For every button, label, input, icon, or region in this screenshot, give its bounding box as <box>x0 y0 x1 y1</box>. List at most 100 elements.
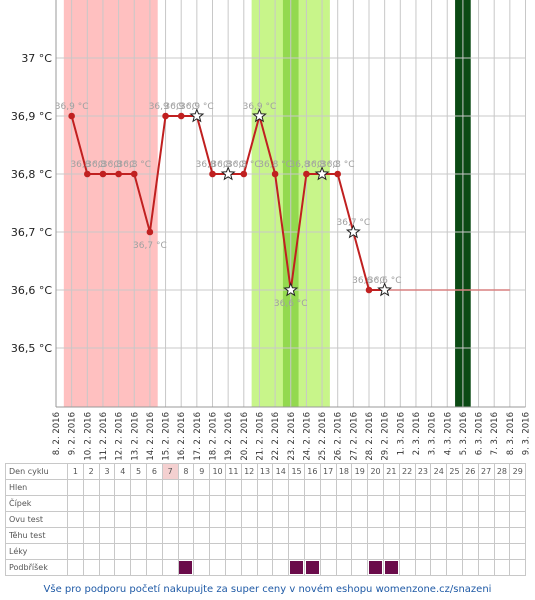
table-cell[interactable] <box>67 527 84 544</box>
table-cell[interactable] <box>130 511 147 528</box>
table-cell[interactable] <box>114 527 132 544</box>
table-cell[interactable] <box>461 479 479 496</box>
table-cell[interactable] <box>382 479 400 496</box>
table-cell[interactable] <box>335 527 353 544</box>
table-cell[interactable] <box>382 495 400 512</box>
table-cell[interactable] <box>382 511 400 528</box>
table-cell[interactable] <box>446 559 463 576</box>
table-cell[interactable] <box>398 559 416 576</box>
table-cell[interactable] <box>493 559 511 576</box>
table-cell[interactable] <box>319 527 337 544</box>
table-cell[interactable] <box>145 543 163 560</box>
table-cell[interactable] <box>177 495 195 512</box>
table-cell[interactable] <box>209 479 226 496</box>
table-cell[interactable] <box>335 543 353 560</box>
table-cell[interactable] <box>161 527 179 544</box>
table-cell[interactable] <box>145 495 163 512</box>
table-cell[interactable] <box>398 495 416 512</box>
table-cell[interactable] <box>209 527 226 544</box>
table-cell[interactable] <box>430 479 448 496</box>
table-cell[interactable] <box>240 543 258 560</box>
table-cell[interactable] <box>114 543 132 560</box>
table-cell[interactable] <box>288 511 305 528</box>
table-cell[interactable] <box>177 543 195 560</box>
table-cell[interactable] <box>509 479 527 496</box>
table-cell[interactable] <box>351 543 369 560</box>
footer-link[interactable]: Vše pro podporu početí nakupujte za supe… <box>43 584 492 595</box>
table-cell[interactable] <box>209 559 226 576</box>
table-cell[interactable] <box>272 559 290 576</box>
table-cell[interactable] <box>414 495 432 512</box>
table-cell[interactable] <box>430 559 448 576</box>
table-cell[interactable] <box>256 511 274 528</box>
table-cell[interactable] <box>240 495 258 512</box>
table-cell[interactable] <box>130 559 147 576</box>
table-cell[interactable] <box>288 527 305 544</box>
table-cell[interactable] <box>145 527 163 544</box>
table-cell[interactable] <box>382 527 400 544</box>
table-cell[interactable] <box>493 543 511 560</box>
table-cell[interactable] <box>82 559 100 576</box>
table-cell[interactable] <box>161 543 179 560</box>
table-cell[interactable] <box>430 495 448 512</box>
table-cell[interactable] <box>477 511 495 528</box>
table-cell[interactable] <box>256 559 274 576</box>
table-cell[interactable] <box>303 559 321 576</box>
table-cell[interactable] <box>367 511 384 528</box>
table-cell[interactable] <box>114 479 132 496</box>
table-cell[interactable] <box>272 495 290 512</box>
table-cell[interactable] <box>398 543 416 560</box>
table-cell[interactable] <box>461 559 479 576</box>
table-cell[interactable] <box>256 543 274 560</box>
table-cell[interactable] <box>319 495 337 512</box>
table-cell[interactable] <box>67 511 84 528</box>
table-cell[interactable] <box>303 543 321 560</box>
table-cell[interactable] <box>193 495 211 512</box>
table-cell[interactable] <box>145 559 163 576</box>
table-cell[interactable] <box>509 543 527 560</box>
table-cell[interactable] <box>398 527 416 544</box>
table-cell[interactable] <box>461 543 479 560</box>
table-cell[interactable] <box>493 495 511 512</box>
table-cell[interactable] <box>177 527 195 544</box>
table-cell[interactable] <box>303 495 321 512</box>
table-cell[interactable] <box>367 559 384 576</box>
table-cell[interactable] <box>98 511 116 528</box>
table-cell[interactable] <box>161 495 179 512</box>
table-cell[interactable] <box>98 495 116 512</box>
table-cell[interactable] <box>193 511 211 528</box>
table-cell[interactable] <box>446 479 463 496</box>
table-cell[interactable] <box>351 495 369 512</box>
table-cell[interactable] <box>272 479 290 496</box>
table-cell[interactable] <box>367 527 384 544</box>
table-cell[interactable] <box>509 527 527 544</box>
table-cell[interactable] <box>509 511 527 528</box>
table-cell[interactable] <box>493 479 511 496</box>
table-cell[interactable] <box>67 543 84 560</box>
table-cell[interactable] <box>98 479 116 496</box>
table-cell[interactable] <box>98 527 116 544</box>
table-cell[interactable] <box>272 511 290 528</box>
table-cell[interactable] <box>145 511 163 528</box>
table-cell[interactable] <box>288 479 305 496</box>
table-cell[interactable] <box>288 495 305 512</box>
table-cell[interactable] <box>82 527 100 544</box>
table-cell[interactable] <box>351 559 369 576</box>
table-cell[interactable] <box>398 479 416 496</box>
table-cell[interactable] <box>82 511 100 528</box>
table-cell[interactable] <box>177 479 195 496</box>
table-cell[interactable] <box>177 511 195 528</box>
table-cell[interactable] <box>193 527 211 544</box>
table-cell[interactable] <box>430 511 448 528</box>
table-cell[interactable] <box>446 527 463 544</box>
table-cell[interactable] <box>335 479 353 496</box>
table-cell[interactable] <box>414 559 432 576</box>
table-cell[interactable] <box>240 479 258 496</box>
table-cell[interactable] <box>414 479 432 496</box>
table-cell[interactable] <box>130 543 147 560</box>
table-cell[interactable] <box>461 527 479 544</box>
table-cell[interactable] <box>256 479 274 496</box>
table-cell[interactable] <box>493 527 511 544</box>
table-cell[interactable] <box>224 527 242 544</box>
table-cell[interactable] <box>319 543 337 560</box>
